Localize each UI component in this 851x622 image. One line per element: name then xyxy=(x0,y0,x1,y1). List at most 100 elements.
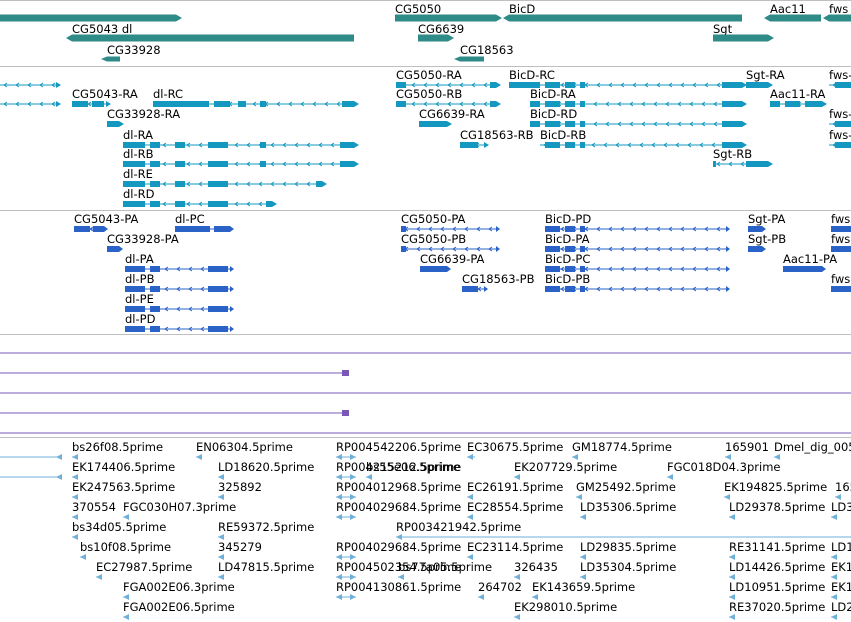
protein-feature[interactable]: fws xyxy=(831,212,851,232)
transcript-feature[interactable]: fws- xyxy=(829,107,851,127)
transcript-feature[interactable]: dl-RD xyxy=(123,187,277,207)
est-feature[interactable] xyxy=(0,454,62,460)
est-feature[interactable]: RP004029684.5prime xyxy=(336,540,461,560)
est-feature[interactable]: bs77a05.5prime xyxy=(398,560,492,580)
est-feature[interactable]: RE59372.5prime xyxy=(218,520,314,540)
est-feature[interactable]: GM25492.5prime xyxy=(576,480,676,500)
est-feature[interactable]: LD14426.5prime xyxy=(729,560,825,580)
protein-feature[interactable]: BicD-PB xyxy=(545,272,730,292)
protein-feature[interactable]: CG6639-PA xyxy=(420,252,485,272)
est-feature[interactable]: EK298010.5prime xyxy=(514,600,617,620)
est-feature[interactable]: RP004012968.5prime xyxy=(336,480,461,500)
est-feature[interactable]: EK1 xyxy=(831,580,851,600)
est-feature[interactable]: LD3 xyxy=(831,500,851,520)
transcript-feature[interactable] xyxy=(0,82,61,88)
est-feature[interactable]: FGC030H07.3prime xyxy=(123,500,236,520)
est-feature[interactable] xyxy=(0,474,62,480)
est-feature[interactable]: LD35306.5prime xyxy=(580,500,676,520)
est-feature[interactable]: EK207729.5prime xyxy=(514,460,617,480)
transcript-feature[interactable]: CG33928-RA xyxy=(107,107,180,127)
gene-bar[interactable] xyxy=(770,14,821,22)
est-feature[interactable]: EC30675.5prime xyxy=(467,440,563,460)
gene-feature[interactable]: CG18563 xyxy=(454,43,514,62)
est-feature[interactable]: RP004502354.5prime xyxy=(336,560,461,580)
protein-feature[interactable]: dl-PB xyxy=(125,272,234,292)
transcript-feature[interactable]: BicD-RC xyxy=(509,68,747,88)
gene-feature[interactable]: CG5050 xyxy=(395,2,502,22)
est-feature[interactable]: LD29835.5prime xyxy=(580,540,676,560)
protein-feature[interactable]: BicD-PD xyxy=(545,212,730,232)
est-feature[interactable]: EC28554.5prime xyxy=(467,500,563,520)
gene-bar[interactable] xyxy=(395,14,496,22)
est-feature[interactable]: 165 xyxy=(835,480,851,500)
est-feature[interactable]: LD18620.5prime xyxy=(218,460,314,480)
transcript-feature[interactable]: dl-RE xyxy=(123,167,327,187)
est-feature[interactable]: EC26191.5prime xyxy=(467,480,563,500)
est-feature[interactable]: RE37020.5prime xyxy=(729,600,825,620)
gene-feature[interactable]: BicD xyxy=(503,2,742,22)
est-feature[interactable]: LD29378.5prime xyxy=(729,500,825,520)
est-feature[interactable]: 165901 xyxy=(725,440,769,460)
protein-feature[interactable]: dl-PD xyxy=(125,312,234,332)
est-feature[interactable]: bs26f08.5prime xyxy=(72,440,163,460)
protein-feature[interactable]: CG18563-PB xyxy=(462,272,535,292)
protein-feature[interactable]: Aac11-PA xyxy=(783,252,837,272)
est-feature[interactable]: RP004542206.5prime xyxy=(336,440,461,460)
est-feature[interactable]: RP004215212.5prime xyxy=(336,460,461,480)
est-feature[interactable]: bs34d05.5prime xyxy=(72,520,166,540)
transcript-feature[interactable]: fws- xyxy=(829,128,851,148)
transcript-feature[interactable]: CG5050-RA xyxy=(396,68,501,88)
est-feature[interactable]: RP003421942.5prime xyxy=(396,520,851,540)
est-feature[interactable]: 325892 xyxy=(218,480,262,500)
gene-bar[interactable] xyxy=(72,34,354,42)
transcript-feature[interactable]: CG6639-RA xyxy=(419,107,485,127)
protein-feature[interactable]: CG5050-PA xyxy=(401,212,500,232)
est-feature[interactable]: RE31141.5prime xyxy=(729,540,825,560)
est-feature[interactable]: 264702 xyxy=(478,580,522,600)
transcript-feature[interactable]: dl-RC xyxy=(153,87,359,107)
transcript-feature[interactable]: fws- xyxy=(829,68,851,88)
est-feature[interactable]: 345279 xyxy=(218,540,262,560)
transcript-feature[interactable]: CG5050-RB xyxy=(396,87,501,107)
transcript-feature[interactable]: Aac11-RA xyxy=(770,87,827,107)
gene-bar[interactable] xyxy=(460,56,484,62)
protein-feature[interactable]: CG5050-PB xyxy=(401,232,500,252)
transcript-feature[interactable]: dl-RB xyxy=(123,147,359,167)
est-feature[interactable]: bs55e06.5prime xyxy=(366,460,460,480)
est-feature[interactable]: EK194825.5prime xyxy=(724,480,827,500)
est-feature[interactable]: LD35304.5prime xyxy=(580,560,676,580)
est-feature[interactable]: 370554 xyxy=(72,500,116,520)
transcript-feature[interactable]: BicD-RB xyxy=(540,128,747,148)
gene-bar[interactable] xyxy=(107,56,120,62)
transcript-feature[interactable]: BicD-RA xyxy=(530,87,747,107)
est-feature[interactable]: 326435 xyxy=(514,560,558,580)
protein-feature[interactable]: fws xyxy=(831,272,851,292)
est-feature[interactable]: FGA002E06.3prime xyxy=(123,580,235,600)
gene-bar[interactable] xyxy=(418,34,448,42)
gene-feature[interactable]: CG6639 xyxy=(418,22,464,42)
est-feature[interactable]: bs10f08.5prime xyxy=(80,540,171,560)
transcript-feature[interactable]: CG5043-RA xyxy=(72,87,138,107)
gene-bar[interactable] xyxy=(713,34,768,42)
protein-feature[interactable]: BicD-PA xyxy=(545,232,730,252)
est-feature[interactable]: EK247563.5prime xyxy=(72,480,175,500)
protein-feature[interactable]: Sgt-PB xyxy=(748,232,786,252)
est-feature[interactable]: EK143659.5prime xyxy=(532,580,635,600)
est-feature[interactable]: EC27987.5prime xyxy=(96,560,192,580)
est-feature[interactable]: EC23114.5prime xyxy=(467,540,563,560)
est-feature[interactable]: RP004130861.5prime xyxy=(336,580,461,600)
est-feature[interactable]: LD47815.5prime xyxy=(218,560,314,580)
protein-feature[interactable]: CG33928-PA xyxy=(107,232,179,252)
gene-bar[interactable] xyxy=(509,14,742,22)
gene-bar[interactable] xyxy=(829,14,851,22)
transcript-feature[interactable]: dl-RA xyxy=(123,128,359,148)
protein-feature[interactable]: fws xyxy=(831,232,851,252)
protein-feature[interactable]: dl-PE xyxy=(125,292,234,312)
gene-feature[interactable]: Sgt xyxy=(713,22,774,42)
est-feature[interactable]: LD10951.5prime xyxy=(729,580,825,600)
transcript-feature[interactable] xyxy=(0,101,61,107)
gene-feature[interactable]: Aac11 xyxy=(764,2,821,22)
gene-bar[interactable] xyxy=(0,14,176,22)
est-feature[interactable]: EK1 xyxy=(831,560,851,580)
transcript-feature[interactable]: Sgt-RB xyxy=(713,147,773,167)
